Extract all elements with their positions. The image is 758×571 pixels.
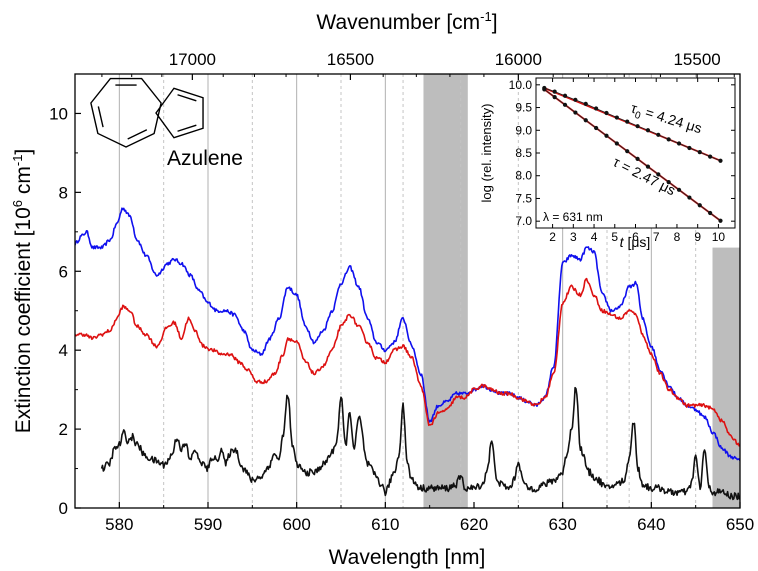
inset-y-tick-label-5: 9.5 xyxy=(515,101,532,115)
heptagon-ring xyxy=(90,77,162,148)
inset-x-tick-label-8: 10 xyxy=(712,230,726,244)
double-bond-hept-1 xyxy=(97,106,104,128)
x-tick-label-2: 600 xyxy=(282,515,310,534)
inset-point-0-13 xyxy=(676,141,682,146)
series-line-0 xyxy=(75,207,740,462)
series-line-2 xyxy=(100,386,740,501)
inset-point-1-6 xyxy=(604,133,609,138)
top-tick-label-2: 16000 xyxy=(495,50,542,69)
azulene-structure-icon xyxy=(90,77,204,148)
inset-point-1-5 xyxy=(594,125,599,131)
y-tick-label-1: 2 xyxy=(59,420,68,439)
double-bond-hept-0 xyxy=(127,129,148,140)
inset-point-1-4 xyxy=(583,118,588,123)
inset-point-1-3 xyxy=(573,110,578,115)
x-tick-label-5: 630 xyxy=(548,515,576,534)
inset-data-line-1 xyxy=(544,89,721,222)
inset-x-tick-label-6: 8 xyxy=(674,230,681,244)
inset-y-tick-label-6: 10.0 xyxy=(509,78,533,92)
inset-series-group xyxy=(542,85,723,223)
lambda-annotation: λ = 631 nm xyxy=(543,210,603,224)
x-axis-title: Wavelength [nm] xyxy=(329,546,486,569)
top-tick-label-0: 17000 xyxy=(169,50,216,69)
inset-point-0-5 xyxy=(594,106,599,111)
inset-point-1-17 xyxy=(718,218,723,223)
inset-point-1-10 xyxy=(645,164,651,169)
x-tick-label-6: 640 xyxy=(637,515,665,534)
x-tick-label-7: 650 xyxy=(726,515,754,534)
top-tick-label-1: 16500 xyxy=(327,50,374,69)
inset-point-1-1 xyxy=(552,94,557,100)
double-bond-pent-0 xyxy=(177,94,197,102)
x-tick-label-3: 610 xyxy=(371,515,399,534)
inset-point-0-14 xyxy=(687,145,692,151)
inset-point-1-11 xyxy=(656,172,661,177)
inset-point-0-2 xyxy=(562,93,568,98)
y-tick-label-4: 8 xyxy=(59,183,68,202)
inset-point-1-8 xyxy=(625,149,630,154)
y-tick-label-5: 10 xyxy=(49,104,68,123)
y-axis-title: Extinction coefficient [106 cm-1] xyxy=(10,149,35,434)
inset-point-1-7 xyxy=(614,141,619,146)
series-line-1 xyxy=(75,277,740,447)
inset-point-0-12 xyxy=(666,137,671,142)
inset-point-1-14 xyxy=(687,195,692,200)
inset-y-axis-title: log (rel. intensity) xyxy=(479,104,494,203)
inset-y-tick-label-1: 7.5 xyxy=(515,191,532,205)
inset-point-0-1 xyxy=(552,89,557,94)
inset-point-0-11 xyxy=(656,132,661,137)
inset-point-1-9 xyxy=(635,156,640,162)
inset-x-tick-label-2: 4 xyxy=(591,230,598,244)
inset-point-1-16 xyxy=(708,210,713,216)
shaded-region-1 xyxy=(712,247,740,508)
pentagon-ring xyxy=(155,87,204,139)
inset-point-0-6 xyxy=(604,110,609,116)
inset-point-0-9 xyxy=(635,124,640,129)
inset-x-tick-label-0: 2 xyxy=(549,230,556,244)
y-tick-label-0: 0 xyxy=(59,499,68,518)
inset-x-tick-label-3: 5 xyxy=(611,230,618,244)
inset-x-tick-label-1: 3 xyxy=(570,230,577,244)
inset-decay-plot: 2 3 4 5 6 7 8 9 107.07.58.08.59.09.510.0 t [μs] … xyxy=(479,77,736,250)
inset-point-0-17 xyxy=(718,158,723,163)
inset-x-tick-label-7: 9 xyxy=(694,230,701,244)
inset-point-1-0 xyxy=(542,87,547,92)
inset-point-0-15 xyxy=(697,149,702,155)
inset-point-0-7 xyxy=(614,115,619,120)
inset-y-tick-label-3: 8.5 xyxy=(515,146,532,160)
inset-x-axis-title: t [μs] xyxy=(620,234,651,250)
inset-y-tick-label-2: 8.0 xyxy=(515,169,532,183)
series-group xyxy=(75,207,740,501)
inset-y-tick-label-0: 7.0 xyxy=(515,214,532,228)
inset-axes: 2 3 4 5 6 7 8 9 10 7.0 7.5 8.0 8.5 9.0 9.5 10.0 xyxy=(509,78,735,244)
inset-point-0-4 xyxy=(583,101,588,107)
x-tick-label-1: 590 xyxy=(194,515,222,534)
inset-point-1-2 xyxy=(562,102,568,107)
inset-point-1-12 xyxy=(666,179,671,185)
inset-x-tick-label-4: 6 xyxy=(632,230,639,244)
molecule-label: Azulene xyxy=(167,147,243,170)
inset-point-0-16 xyxy=(708,154,713,159)
top-axis-title: Wavenumber [cm-1] xyxy=(316,9,497,34)
inset-y-tick-label-4: 9.0 xyxy=(515,123,532,137)
inset-point-1-15 xyxy=(697,203,702,208)
x-tick-label-4: 620 xyxy=(460,515,488,534)
inset-point-1-13 xyxy=(676,187,682,192)
inset-point-0-3 xyxy=(573,97,578,102)
plot-frame xyxy=(74,73,741,509)
inset-point-0-8 xyxy=(625,119,630,124)
inset-point-0-10 xyxy=(645,128,651,133)
y-tick-label-3: 6 xyxy=(59,262,68,281)
y-tick-label-2: 4 xyxy=(59,341,68,360)
inset-x-tick-label-5: 7 xyxy=(653,230,660,244)
x-tick-label-0: 580 xyxy=(105,515,133,534)
double-bond-pent-1 xyxy=(177,124,197,132)
top-tick-label-3: 15500 xyxy=(673,50,720,69)
